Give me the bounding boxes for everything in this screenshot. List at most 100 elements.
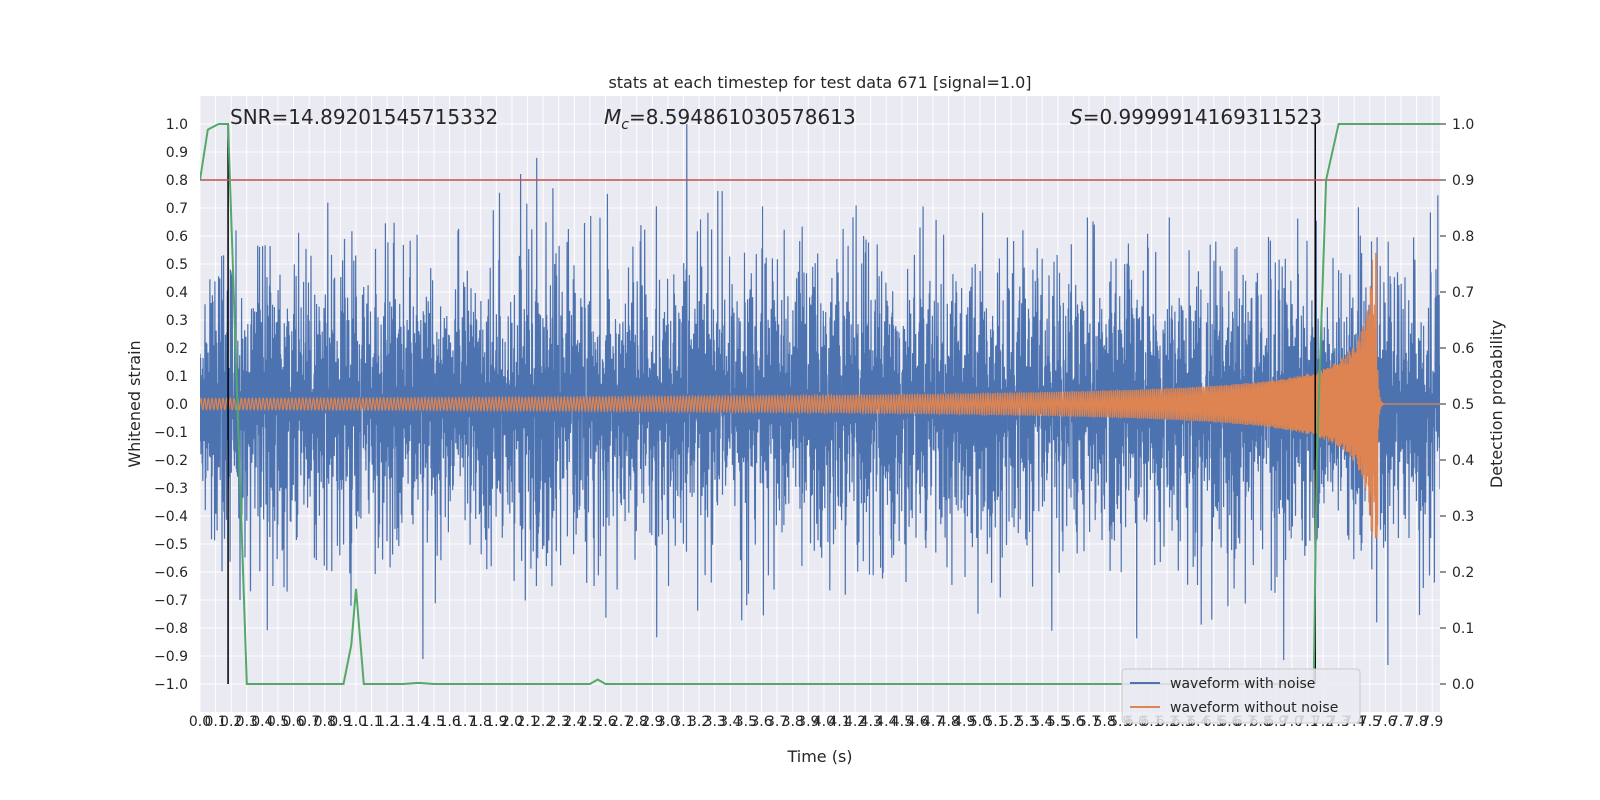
x-tick-label: 2.2 bbox=[532, 714, 554, 730]
x-tick-label: 2.7 bbox=[610, 714, 632, 730]
x-tick-label: 4.0 bbox=[813, 714, 835, 730]
y-tick-label: 0.6 bbox=[166, 229, 188, 245]
x-tick-label: 0.8 bbox=[314, 714, 336, 730]
x-tick-label: 7.5 bbox=[1359, 714, 1381, 730]
y2-tick-label: 0.8 bbox=[1452, 229, 1474, 245]
x-tick-label: 4.4 bbox=[875, 714, 897, 730]
s-symbol: S bbox=[1070, 105, 1083, 129]
x-tick-label: 0.4 bbox=[251, 714, 273, 730]
snr-annotation: SNR=14.89201545715332 bbox=[230, 105, 498, 129]
x-tick-label: 3.6 bbox=[750, 714, 772, 730]
y2-tick-label: 0.9 bbox=[1452, 173, 1474, 189]
y-axis-label: Whitened strain bbox=[125, 340, 144, 467]
chart-title: stats at each timestep for test data 671… bbox=[608, 73, 1031, 92]
y2-tick-label: 0.3 bbox=[1452, 509, 1474, 525]
x-tick-label: 1.2 bbox=[376, 714, 398, 730]
x-tick-label: 7.9 bbox=[1421, 714, 1443, 730]
y-tick-label: 0.1 bbox=[166, 369, 188, 385]
x-tick-label: 5.3 bbox=[1016, 714, 1038, 730]
x-tick-label: 3.0 bbox=[657, 714, 679, 730]
x-tick-label: 3.5 bbox=[735, 714, 757, 730]
x-tick-label: 4.2 bbox=[844, 714, 866, 730]
x-tick-label: 0.5 bbox=[267, 714, 289, 730]
y-tick-label: −0.4 bbox=[154, 509, 188, 525]
x-tick-label: 3.2 bbox=[688, 714, 710, 730]
mc-subscript: c bbox=[621, 117, 629, 133]
x-tick-label: 0.6 bbox=[282, 714, 304, 730]
x-tick-label: 5.1 bbox=[984, 714, 1006, 730]
mc-symbol: M bbox=[604, 105, 621, 129]
series-detection-probability bbox=[200, 123, 1440, 685]
x-tick-label: 4.8 bbox=[938, 714, 960, 730]
x-tick-label: 4.5 bbox=[891, 714, 913, 730]
x-tick-label: 0.1 bbox=[204, 714, 226, 730]
x-tick-label: 7.7 bbox=[1390, 714, 1412, 730]
y-tick-label: 0.3 bbox=[166, 313, 188, 329]
x-tick-label: 5.8 bbox=[1094, 714, 1116, 730]
x-tick-label: 3.9 bbox=[797, 714, 819, 730]
x-tick-label: 3.7 bbox=[766, 714, 788, 730]
x-tick-label: 3.8 bbox=[782, 714, 804, 730]
chirp-mass-annotation: Mc=8.594861030578613 bbox=[604, 105, 856, 133]
x-tick-label: 2.0 bbox=[501, 714, 523, 730]
x-tick-label: 1.7 bbox=[454, 714, 476, 730]
x-tick-label: 5.5 bbox=[1047, 714, 1069, 730]
legend-label-noise: waveform with noise bbox=[1170, 676, 1315, 692]
x-tick-label: 2.9 bbox=[641, 714, 663, 730]
legend-label-clean: waveform without noise bbox=[1170, 700, 1338, 716]
x-tick-label: 2.3 bbox=[548, 714, 570, 730]
y2-tick-label: 0.4 bbox=[1452, 453, 1474, 469]
y-tick-label: 0.2 bbox=[166, 341, 188, 357]
x-axis-label: Time (s) bbox=[786, 747, 852, 766]
y2-tick-label: 0.5 bbox=[1452, 397, 1474, 413]
x-tick-label: 2.8 bbox=[626, 714, 648, 730]
y-tick-label: 0.7 bbox=[166, 201, 188, 217]
x-tick-label: 1.0 bbox=[345, 714, 367, 730]
y-tick-label: 0.9 bbox=[166, 145, 188, 161]
mc-value: =8.594861030578613 bbox=[629, 105, 856, 129]
series-waveform-without-noise bbox=[200, 252, 1440, 539]
y-tick-label: 0.0 bbox=[166, 397, 188, 413]
legend-box bbox=[1121, 668, 1361, 724]
x-tick-label: 0.0 bbox=[189, 714, 211, 730]
x-tick-label: 4.1 bbox=[828, 714, 850, 730]
x-tick-label: 4.9 bbox=[953, 714, 975, 730]
y2-tick-label: 0.7 bbox=[1452, 285, 1474, 301]
legend: waveform with noise waveform without noi… bbox=[1121, 668, 1361, 724]
x-tick-label: 4.3 bbox=[860, 714, 882, 730]
x-tick-label: 5.0 bbox=[969, 714, 991, 730]
y-tick-label: 0.8 bbox=[166, 173, 188, 189]
y-tick-label: −1.0 bbox=[154, 677, 188, 693]
y2-tick-label: 0.0 bbox=[1452, 677, 1474, 693]
x-tick-label: 3.4 bbox=[719, 714, 741, 730]
x-tick-label: 5.2 bbox=[1000, 714, 1022, 730]
y2-tick-label: 0.1 bbox=[1452, 621, 1474, 637]
x-tick-label: 5.4 bbox=[1031, 714, 1053, 730]
y-tick-label: −0.8 bbox=[154, 621, 188, 637]
x-tick-label: 7.6 bbox=[1374, 714, 1396, 730]
x-tick-label: 0.3 bbox=[236, 714, 258, 730]
y2-tick-label: 0.2 bbox=[1452, 565, 1474, 581]
y-tick-label: −0.6 bbox=[154, 565, 188, 581]
x-tick-label: 1.8 bbox=[470, 714, 492, 730]
y2-ticks: 0.0 0.1 0.2 0.3 0.4 0.5 0.6 0.7 0.8 0.9 1.0 bbox=[1440, 117, 1474, 693]
y-tick-label: 1.0 bbox=[166, 117, 188, 133]
y-tick-label: −0.3 bbox=[154, 481, 188, 497]
x-tick-label: 2.5 bbox=[579, 714, 601, 730]
x-tick-label: 1.5 bbox=[423, 714, 445, 730]
x-tick-label: 0.7 bbox=[298, 714, 320, 730]
x-tick-label: 5.7 bbox=[1078, 714, 1100, 730]
x-tick-label: 1.6 bbox=[438, 714, 460, 730]
x-tick-label: 5.6 bbox=[1062, 714, 1084, 730]
x-tick-label: 1.9 bbox=[485, 714, 507, 730]
y2-tick-label: 1.0 bbox=[1452, 117, 1474, 133]
x-tick-label: 4.6 bbox=[906, 714, 928, 730]
x-tick-label: 4.7 bbox=[922, 714, 944, 730]
x-tick-label: 1.4 bbox=[407, 714, 429, 730]
x-tick-label: 7.8 bbox=[1405, 714, 1427, 730]
x-tick-label: 2.6 bbox=[594, 714, 616, 730]
x-tick-label: 0.9 bbox=[329, 714, 351, 730]
y-tick-label: −0.5 bbox=[154, 537, 188, 553]
y-tick-label: 0.5 bbox=[166, 257, 188, 273]
